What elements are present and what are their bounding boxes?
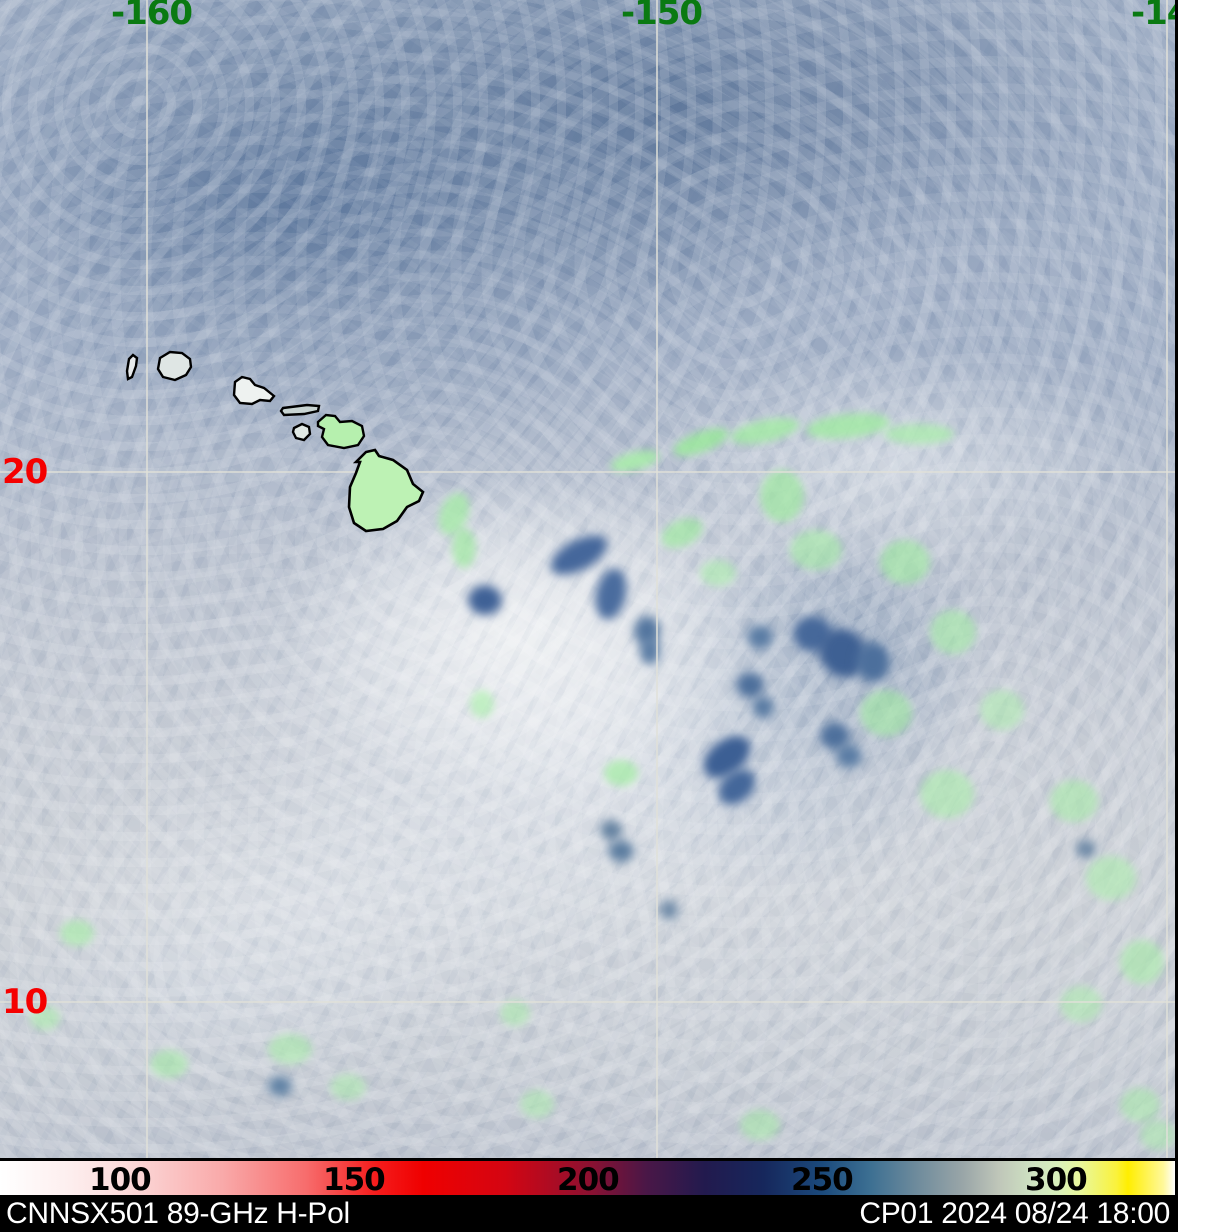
gridline-lat-10 bbox=[0, 1001, 1175, 1003]
map-panel[interactable]: -160 -150 -140 20 10 bbox=[0, 0, 1178, 1158]
satellite-image-canvas[interactable]: -160 -150 -140 20 10 bbox=[0, 0, 1175, 1158]
lon-label--150: -150 bbox=[621, 0, 703, 33]
gridline-lon--150 bbox=[656, 0, 658, 1158]
graticule-layer bbox=[0, 0, 1175, 1158]
axis-label-layer: -160 -150 -140 20 10 bbox=[2, 0, 1175, 1022]
cyclone-band-layer bbox=[0, 0, 1175, 1158]
lon-label--140: -140 bbox=[1131, 0, 1175, 33]
lat-label-20: 20 bbox=[2, 452, 48, 492]
sensor-label: CNNSX501 89-GHz H-Pol bbox=[6, 1197, 350, 1230]
colorbar-tick-200: 200 bbox=[557, 1162, 620, 1198]
colorbar-tick-100: 100 bbox=[89, 1162, 152, 1198]
lat-label-10: 10 bbox=[2, 982, 48, 1022]
colorbar-tick-300: 300 bbox=[1025, 1162, 1088, 1198]
cloud-texture-layer bbox=[0, 0, 1175, 1158]
lon-label--160: -160 bbox=[111, 0, 193, 33]
pass-timestamp-label: CP01 2024 08/24 18:00 bbox=[859, 1197, 1170, 1230]
colorbar-tick-150: 150 bbox=[323, 1162, 386, 1198]
ice-scattering-layer bbox=[30, 409, 1175, 1150]
convective-cell-layer bbox=[268, 527, 1096, 1096]
colorbar-gradient bbox=[0, 1161, 1175, 1195]
colorbar-tick-250: 250 bbox=[791, 1162, 854, 1198]
gridline-lon--160 bbox=[146, 0, 148, 1158]
colorbar[interactable]: 100 150 200 250 300 bbox=[0, 1158, 1178, 1197]
footer-bar: CNNSX501 89-GHz H-Pol CP01 2024 08/24 18… bbox=[0, 1197, 1178, 1232]
gridline-lon--140 bbox=[1166, 0, 1168, 1158]
gridline-lat-20 bbox=[0, 471, 1175, 473]
right-margin bbox=[1178, 0, 1210, 1232]
